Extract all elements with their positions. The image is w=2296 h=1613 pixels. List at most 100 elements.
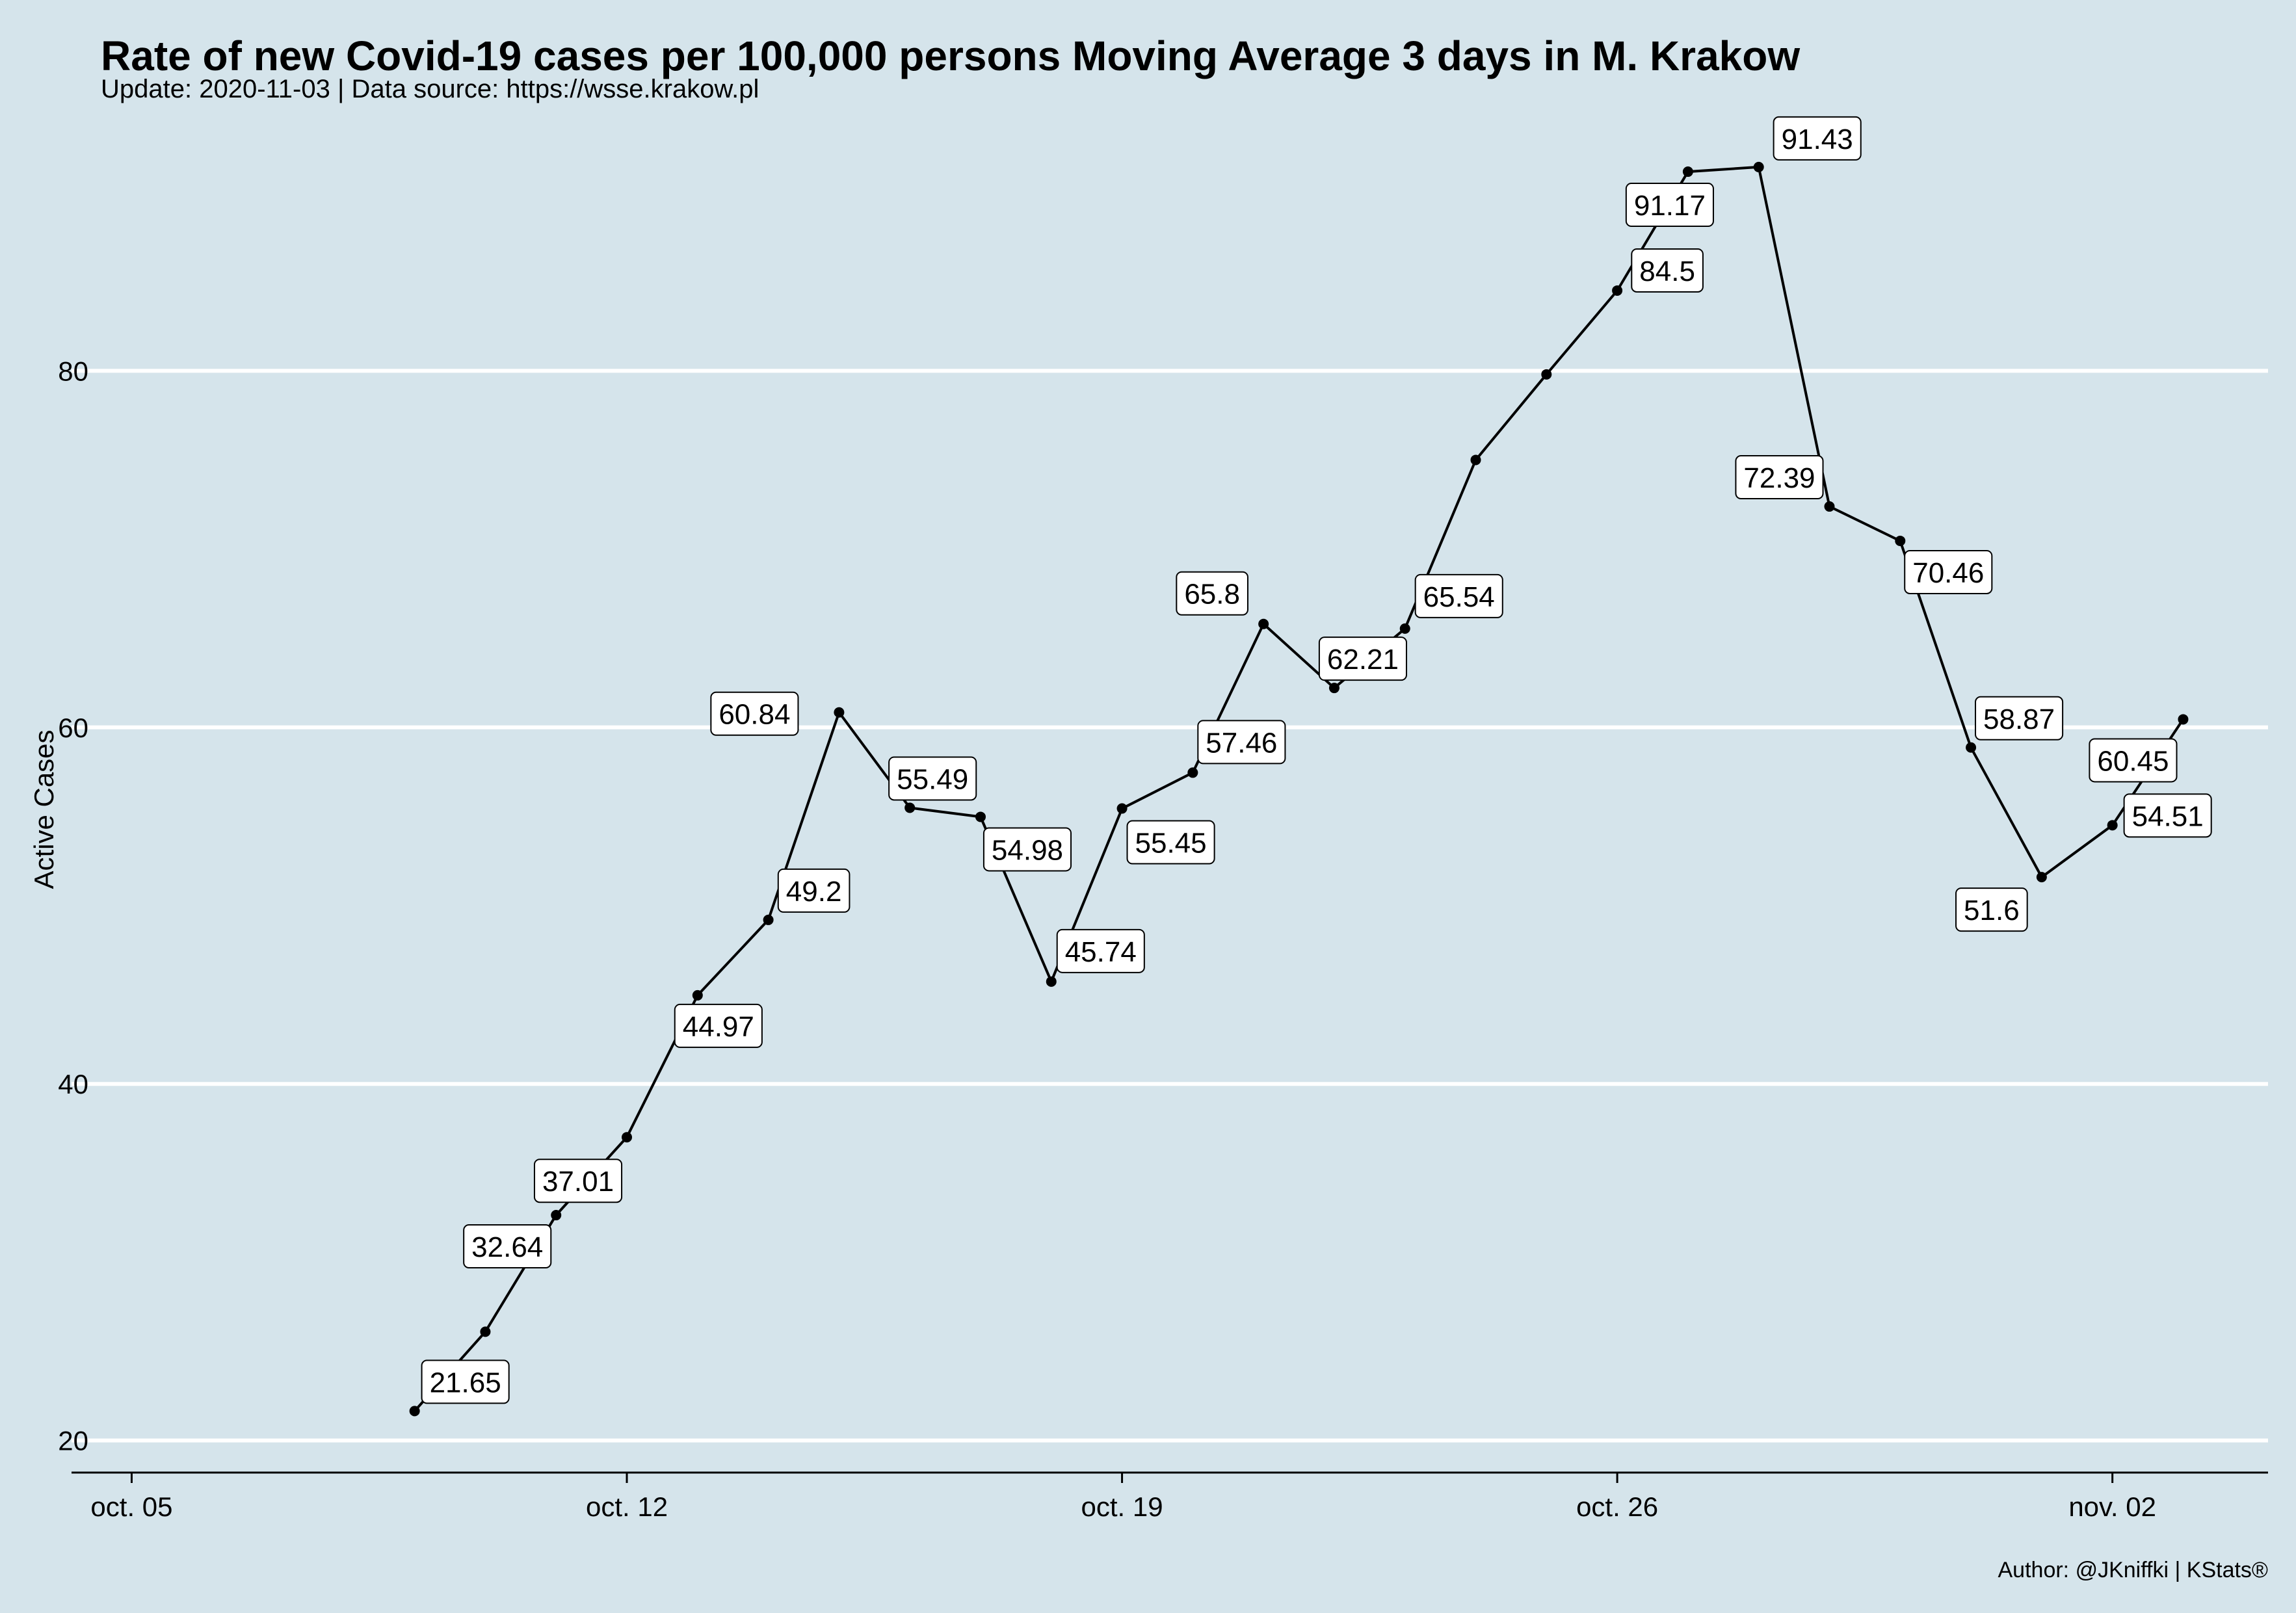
data-label: 70.46 — [1904, 549, 1993, 594]
data-label-text: 44.97 — [683, 1011, 754, 1043]
x-tick-label: oct. 19 — [1081, 1491, 1163, 1522]
data-label: 37.01 — [533, 1159, 623, 1203]
data-label-text: 49.2 — [786, 876, 842, 908]
data-point — [1753, 161, 1764, 172]
data-label-text: 65.8 — [1184, 579, 1240, 610]
data-label: 60.45 — [2089, 738, 2178, 783]
data-label-text: 21.65 — [430, 1367, 501, 1398]
data-point — [1116, 803, 1128, 814]
data-label-box — [1197, 720, 1286, 765]
data-label: 58.87 — [1975, 696, 2064, 741]
data-label-box — [1773, 116, 1862, 161]
data-label-box — [2123, 793, 2212, 838]
data-label-text: 55.45 — [1135, 828, 1207, 859]
data-points — [409, 161, 2189, 1417]
data-label-text: 54.51 — [2132, 800, 2204, 832]
data-label-box — [1625, 183, 1714, 228]
data-point — [2178, 714, 2189, 725]
x-tick-label: nov. 02 — [2068, 1491, 2156, 1522]
data-label: 45.74 — [1056, 928, 1145, 973]
data-label: 91.43 — [1773, 116, 1862, 161]
y-tick-label-60: 60 — [58, 713, 88, 743]
data-point — [1399, 623, 1410, 634]
data-label-text: 91.17 — [1634, 190, 1706, 222]
data-label: 49.2 — [777, 868, 851, 913]
chart-title: Rate of new Covid-19 cases per 100,000 p… — [101, 33, 1800, 79]
data-point — [1187, 767, 1198, 778]
data-label-box — [1056, 928, 1145, 973]
data-label-text: 91.43 — [1782, 124, 1853, 155]
data-point — [2036, 872, 2047, 883]
data-label: 32.64 — [463, 1224, 552, 1269]
data-label: 65.8 — [1176, 571, 1248, 616]
data-point — [904, 802, 916, 813]
data-point — [1966, 742, 1977, 753]
data-label-box — [463, 1224, 552, 1269]
series-line — [414, 165, 2185, 1412]
data-point — [1682, 166, 1693, 177]
data-label-box — [421, 1359, 510, 1404]
data-label: 55.45 — [1126, 820, 1215, 865]
data-point — [1824, 501, 1835, 512]
x-axis: oct. 05 oct. 12 oct. 19 oct. 26 nov. 02 — [72, 1471, 2268, 1522]
data-point — [1895, 535, 1906, 546]
data-point — [480, 1326, 491, 1337]
data-label: 57.46 — [1197, 720, 1286, 765]
data-point — [1470, 454, 1481, 466]
y-axis-label: Active Cases — [29, 729, 59, 889]
data-label-box — [1631, 248, 1704, 293]
data-label-text: 62.21 — [1327, 644, 1399, 675]
data-label: 54.51 — [2123, 793, 2212, 838]
data-label-box — [1735, 455, 1824, 500]
data-label: 55.49 — [888, 756, 977, 801]
data-label-text: 55.49 — [897, 763, 968, 795]
data-label: 51.6 — [1955, 887, 2028, 932]
data-label-text: 58.87 — [1983, 703, 2055, 735]
data-label: 84.5 — [1631, 248, 1704, 293]
data-point — [551, 1210, 562, 1221]
data-label: 62.21 — [1318, 636, 1407, 681]
data-label-box — [1318, 636, 1407, 681]
y-tick-label-80: 80 — [58, 356, 88, 386]
data-label-text: 60.84 — [719, 699, 790, 731]
data-label: 60.84 — [710, 691, 799, 736]
data-label-text: 60.45 — [2097, 745, 2169, 777]
data-label-text: 54.98 — [992, 834, 1063, 866]
data-label: 65.54 — [1414, 573, 1503, 618]
x-tick-label: oct. 05 — [90, 1491, 172, 1522]
data-label-box — [2089, 738, 2178, 783]
data-label-box — [674, 1003, 763, 1048]
data-label-box — [710, 691, 799, 736]
x-tick-label: oct. 12 — [586, 1491, 668, 1522]
data-label-text: 65.54 — [1423, 581, 1495, 613]
data-point — [1258, 618, 1269, 629]
data-label-text: 84.5 — [1639, 256, 1695, 287]
data-label-box — [1176, 571, 1248, 616]
author-caption: Author: @JKniffki | KStats® — [1998, 1558, 2269, 1582]
y-axis: 20 40 60 80 — [58, 356, 88, 1456]
data-point — [692, 990, 703, 1001]
data-point — [409, 1406, 420, 1417]
data-label-box — [1414, 573, 1503, 618]
data-label-box — [1955, 887, 2028, 932]
data-label-text: 37.01 — [542, 1166, 614, 1198]
x-tick-label: oct. 26 — [1576, 1491, 1658, 1522]
data-label-box — [533, 1159, 623, 1203]
data-point — [2107, 820, 2118, 831]
data-label-text: 70.46 — [1912, 557, 1984, 589]
data-label-text: 32.64 — [471, 1231, 543, 1263]
data-label: 54.98 — [983, 827, 1072, 872]
y-tick-label-40: 40 — [58, 1069, 88, 1099]
data-point — [975, 811, 986, 822]
data-point — [763, 914, 774, 925]
data-labels: 21.65 32.64 37.01 44.97 49.2 60.84 55.49 54.98 4… — [421, 116, 2212, 1404]
data-point — [1612, 285, 1623, 296]
data-label: 44.97 — [674, 1003, 763, 1048]
data-point — [834, 707, 845, 718]
data-point — [622, 1132, 633, 1143]
data-point — [1328, 683, 1339, 694]
data-label-box — [777, 868, 851, 913]
gridlines — [72, 369, 2268, 1443]
